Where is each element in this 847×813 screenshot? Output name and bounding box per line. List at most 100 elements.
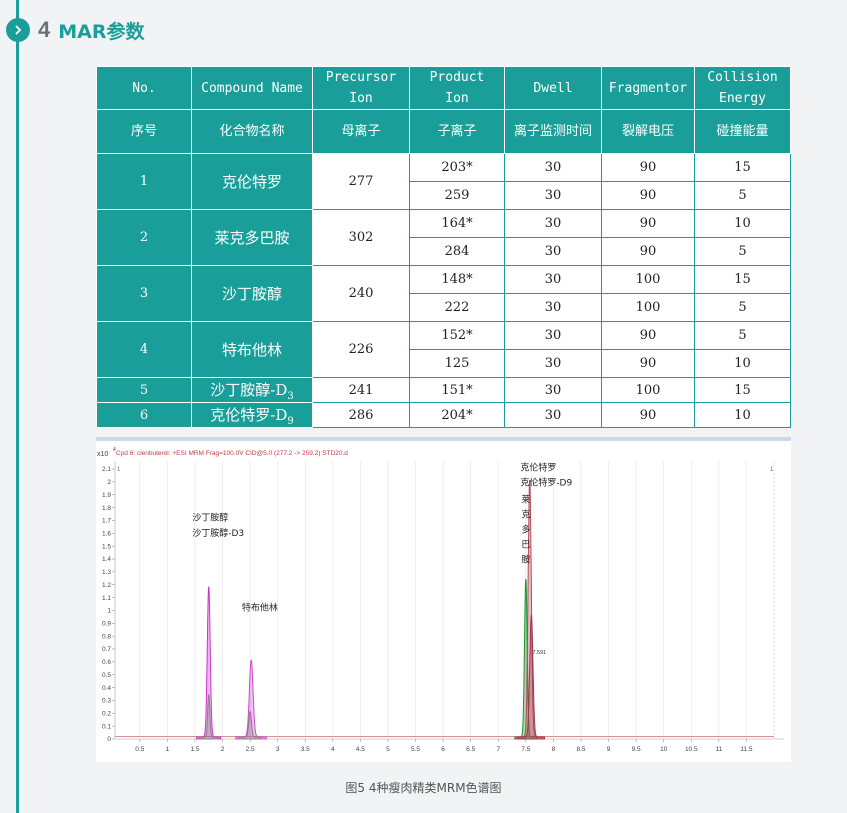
x-tick-label: 3 — [276, 746, 280, 753]
cell-precursor-ion: 302 — [312, 209, 410, 266]
x-tick-label: 5.5 — [411, 746, 420, 753]
y-tick-label: 0.8 — [102, 633, 111, 640]
x-tick-label: 1 — [166, 746, 170, 753]
annotation-ractopamine-char: 克 — [521, 509, 530, 520]
cell-collision-energy: 15 — [694, 265, 791, 294]
y-tick-label: 0.5 — [102, 672, 111, 679]
x-tick-label: 9 — [607, 746, 611, 753]
chromatogram-plot: Cpd 6: clenbuterol: +ESI MRM Frag=100.0V… — [97, 447, 784, 753]
cell-dwell: 30 — [504, 209, 602, 238]
annotation-salbutamol-d3: 沙丁胺醇-D3 — [192, 527, 244, 539]
cell-precursor-ion: 277 — [312, 153, 410, 210]
cell-precursor-ion: 286 — [312, 402, 410, 428]
y-tick-label: 1.3 — [102, 569, 111, 576]
cell-compound-name: 特布他林 — [191, 321, 313, 378]
y-tick-label: 0.6 — [102, 659, 111, 666]
header-en-4: Dwell — [504, 66, 602, 110]
corner-label-right: 1 — [770, 467, 774, 473]
x-tick-label: 4 — [331, 746, 335, 753]
table-row: 6 克伦特罗-D9 286 204* 30 90 10 — [96, 402, 791, 428]
annotation-salbutamol: 沙丁胺醇 — [192, 511, 228, 523]
y-tick-label: 2 — [107, 479, 111, 486]
table-row: 2 莱克多巴胺 302 164* 30 90 10 — [96, 209, 791, 266]
y-tick-label: 0 — [107, 736, 111, 743]
cell-fragmentor: 100 — [601, 265, 695, 294]
cell-fragmentor: 90 — [601, 209, 695, 238]
y-tick-label: 0.2 — [102, 710, 111, 717]
x-tick-label: 8 — [552, 746, 556, 753]
x-tick-label: 11 — [715, 746, 722, 753]
cell-no: 3 — [96, 265, 192, 322]
cell-no: 5 — [96, 377, 192, 403]
y-tick-label: 1.4 — [102, 556, 111, 563]
chevron-right-icon[interactable] — [6, 18, 30, 42]
cell-product-ion: 259 — [409, 181, 505, 210]
cell-product-ion: 284 — [409, 237, 505, 266]
header-en-5: Fragmentor — [601, 66, 695, 110]
x-tick-label: 7 — [496, 746, 500, 753]
table-row: 284 30 90 5 — [97, 237, 791, 266]
y-exponent-label: x10 — [97, 451, 108, 458]
cell-precursor-ion: 226 — [312, 321, 410, 378]
cell-fragmentor: 90 — [601, 321, 695, 350]
cell-product-ion: 152* — [409, 321, 505, 350]
chromatogram-figure: Cpd 6: clenbuterol: +ESI MRM Frag=100.0V… — [96, 437, 791, 762]
y-tick-label: 1.7 — [102, 518, 111, 525]
table-body: 1 克伦特罗 277 203* 30 90 15 259 30 90 5 2 莱克多巴胺 302 164* 3… — [96, 153, 791, 428]
y-exponent-sup: 4 — [113, 447, 116, 453]
cell-fragmentor: 90 — [601, 349, 695, 378]
x-tick-label: 10 — [660, 746, 668, 753]
table-row: 4 特布他林 226 152* 30 90 5 — [96, 321, 791, 378]
cell-collision-energy: 5 — [694, 181, 791, 210]
header-row-english: No. Compound Name Precursor Ion Product Ion Dw… — [96, 66, 791, 110]
cell-fragmentor: 90 — [601, 153, 695, 182]
cell-dwell: 30 — [504, 402, 602, 428]
x-tick-label: 2.5 — [246, 746, 255, 753]
cell-collision-energy: 10 — [694, 209, 791, 238]
cell-compound-name: 克伦特罗 — [191, 153, 313, 210]
table-row: 5 沙丁胺醇-D3 241 151* 30 100 15 — [96, 377, 791, 403]
y-tick-label: 2.1 — [102, 466, 111, 473]
y-tick-label: 1.8 — [102, 505, 111, 512]
cell-product-ion: 222 — [409, 293, 505, 322]
header-en-1: Compound Name — [191, 66, 313, 110]
x-tick-label: 6 — [441, 746, 445, 753]
header-row-chinese: 序号 化合物名称 母离子 子离子 离子监测时间 裂解电压 碰撞能量 — [96, 109, 791, 154]
cell-collision-energy: 5 — [694, 237, 791, 266]
table-row: 1 克伦特罗 277 203* 30 90 15 — [96, 153, 791, 210]
cell-collision-energy: 15 — [694, 153, 791, 182]
table-row: 125 30 90 10 — [97, 349, 791, 378]
peak-salbutamol-d3-inner — [199, 694, 218, 740]
figure-caption: 图5 4种瘦肉精类MRM色谱图 — [345, 781, 502, 795]
cell-product-ion: 148* — [409, 265, 505, 294]
section-number: 4 — [38, 17, 51, 42]
annotation-ractopamine-char: 多 — [521, 523, 530, 535]
header-cn-3: 子离子 — [409, 109, 505, 154]
annotation-ractopamine-char: 莱 — [521, 493, 530, 505]
x-tick-label: 2 — [221, 746, 225, 753]
peak-marker-label: 7.591 — [532, 650, 546, 656]
header-cn-4: 离子监测时间 — [504, 109, 602, 154]
cell-compound-name: 沙丁胺醇-D3 — [191, 377, 313, 403]
header-en-3: Product Ion — [409, 66, 505, 110]
cell-collision-energy: 10 — [694, 349, 791, 378]
y-tick-label: 0.1 — [102, 723, 111, 730]
figure-top-bar — [96, 437, 791, 441]
annotation-clenbuterol-d9: 克伦特罗-D9 — [520, 477, 572, 489]
x-tick-label: 10.5 — [685, 746, 698, 753]
cell-collision-energy: 5 — [694, 293, 791, 322]
cell-dwell: 30 — [504, 237, 602, 266]
section-title: MAR参数 — [58, 20, 145, 43]
header-en-6: Collision Energy — [694, 66, 791, 110]
cell-fragmentor: 90 — [601, 237, 695, 266]
corner-label-left: 1 — [117, 467, 121, 473]
cell-product-ion: 204* — [409, 402, 505, 428]
cell-dwell: 30 — [504, 377, 602, 403]
y-tick-label: 1.5 — [102, 543, 111, 550]
header-cn-5: 裂解电压 — [601, 109, 695, 154]
header-cn-2: 母离子 — [312, 109, 410, 154]
y-tick-label: 0.7 — [102, 646, 111, 653]
header-cn-6: 碰撞能量 — [694, 109, 791, 154]
cell-collision-energy: 15 — [694, 377, 791, 403]
cell-no: 2 — [96, 209, 192, 266]
